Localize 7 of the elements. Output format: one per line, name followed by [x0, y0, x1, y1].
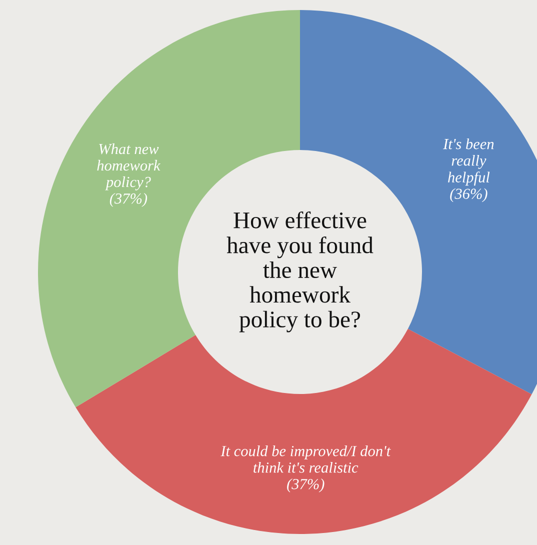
slice-label: What new homework policy?	[97, 143, 161, 190]
data-label: (37%)	[287, 478, 324, 492]
slice-label: It's been really helpful	[443, 138, 494, 186]
text: How effective have you found the new homework policy to be?	[226, 211, 374, 332]
data-label: (36%)	[450, 188, 488, 202]
data-label: (37%)	[110, 192, 148, 207]
slice-label: It could be improved/I don't think it's realistic	[220, 445, 391, 473]
